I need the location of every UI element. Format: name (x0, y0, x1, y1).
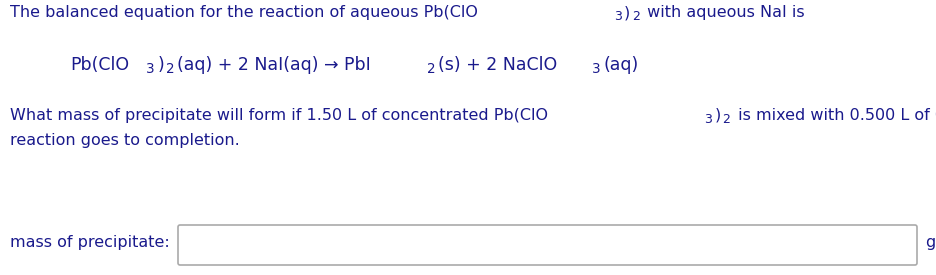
Text: is mixed with 0.500 L of 0.280 M NaI? Assume the: is mixed with 0.500 L of 0.280 M NaI? As… (732, 108, 936, 123)
Text: What mass of precipitate will form if 1.50 L of concentrated Pb(ClO: What mass of precipitate will form if 1.… (10, 108, 548, 123)
Text: with aqueous NaI is: with aqueous NaI is (641, 5, 804, 20)
Text: 2: 2 (722, 113, 729, 126)
Text: 3: 3 (592, 62, 600, 76)
Text: 2: 2 (427, 62, 435, 76)
Text: 3: 3 (613, 10, 621, 23)
Text: 3: 3 (146, 62, 154, 76)
Text: g: g (924, 235, 934, 250)
Text: 3: 3 (704, 113, 711, 126)
Text: mass of precipitate:: mass of precipitate: (10, 235, 169, 250)
Text: 2: 2 (166, 62, 175, 76)
Text: reaction goes to completion.: reaction goes to completion. (10, 133, 240, 148)
Text: Pb(ClO: Pb(ClO (70, 56, 129, 74)
FancyBboxPatch shape (178, 225, 916, 265)
Text: 2: 2 (631, 10, 639, 23)
Text: (aq): (aq) (603, 56, 638, 74)
Text: (aq) + 2 NaI(aq) → PbI: (aq) + 2 NaI(aq) → PbI (177, 56, 371, 74)
Text: ): ) (623, 5, 629, 20)
Text: ): ) (713, 108, 720, 123)
Text: (s) + 2 NaClO: (s) + 2 NaClO (438, 56, 557, 74)
Text: ): ) (157, 56, 164, 74)
Text: The balanced equation for the reaction of aqueous Pb(ClO: The balanced equation for the reaction o… (10, 5, 477, 20)
